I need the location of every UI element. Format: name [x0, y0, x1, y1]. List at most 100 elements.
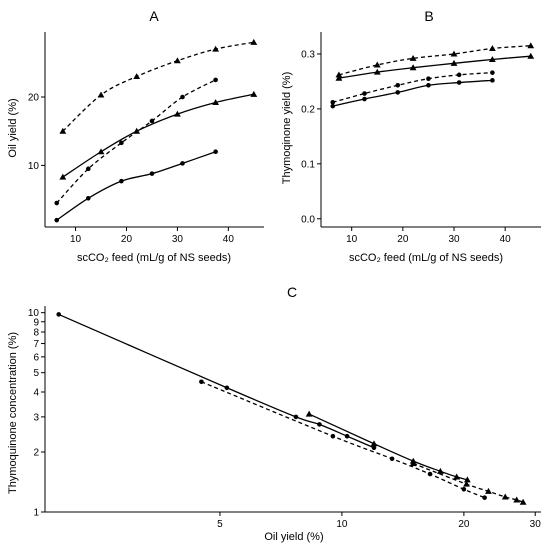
panel-c-title: C	[287, 284, 297, 300]
panel-c-series-2-triangle-point	[305, 410, 313, 417]
panel-a-series-4-circle-point	[180, 161, 185, 166]
panel-c-series-3-circle-point	[199, 379, 204, 385]
panel-c-series-1-circle-point	[344, 433, 350, 439]
panel-a-series-1-line	[62, 41, 254, 132]
panel-b-x-tick-label: 10	[346, 234, 358, 245]
panel-b-series-2-triangle-point	[409, 64, 417, 71]
panel-c-y-tick-label: 4	[33, 387, 39, 398]
panel-b-title: B	[424, 8, 433, 24]
panel-a-series-4-circle-point	[149, 171, 155, 176]
panel-b-y-axis-label: Thymoqinone yield (%)	[281, 72, 293, 185]
panel-a-series-4-line	[56, 151, 216, 221]
panel-a-series-2-circle-point	[180, 94, 185, 100]
panel-b-series-1-line	[338, 45, 531, 76]
panel-b-series-4-circle-point	[395, 90, 401, 95]
panel-b: B scCO₂ feed (mL/g of NS seeds) Thymoqin…	[281, 8, 541, 264]
panel-b-series-3-circle-point	[395, 82, 401, 88]
panel-c-y-tick-label: 5	[33, 368, 39, 379]
panel-a-series-2-circle-point	[54, 200, 60, 206]
panel-b-series-1-triangle-point	[527, 42, 535, 49]
panel-c-series-3-circle-point	[482, 495, 487, 500]
panel-c-x-tick-label: 5	[217, 519, 223, 530]
panel-c-series-2-line	[308, 413, 468, 481]
panel-a-series-2-circle-point	[149, 118, 155, 124]
panel-b-series-3-circle-point	[330, 100, 336, 105]
panel-b-x-tick-label: 20	[397, 234, 409, 245]
panel-a-series-3-triangle-point	[212, 99, 220, 106]
panel-a-x-tick-label: 40	[223, 234, 235, 245]
panel-c-series-4-triangle-point	[501, 493, 509, 500]
panel-b-series-1-triangle-point	[450, 50, 458, 57]
panel-c-series-2-triangle-point	[463, 476, 471, 483]
panel-b-series-2-triangle-point	[335, 74, 343, 81]
panel-b-series-3-circle-point	[362, 91, 367, 96]
panel-b-series-4-circle-point	[456, 80, 462, 85]
panel-b-y-tick-label: 0.2	[301, 104, 315, 115]
panel-c-series-3-circle-point	[427, 471, 433, 477]
panel-a-series-3-triangle-point	[97, 148, 105, 155]
panel-c-series-3-circle-point	[330, 433, 336, 439]
panel-b-series-4-circle-point	[362, 96, 367, 102]
panel-a-x-tick-label: 10	[70, 234, 82, 245]
panel-c-y-tick-label: 6	[33, 352, 39, 363]
panel-b-series-2-triangle-point	[373, 68, 381, 75]
panel-a-y-axis-label: Oil yield (%)	[7, 98, 19, 157]
panel-a-series-3-triangle-point	[133, 127, 141, 134]
panel-c-series-4-triangle-point	[485, 487, 492, 494]
panel-b-y-tick-label: 0.1	[301, 159, 315, 170]
panel-b-y-tick-label: 0.3	[301, 49, 315, 60]
panel-c-series-1-circle-point	[317, 422, 322, 427]
panel-a-series-4-circle-point	[119, 178, 124, 184]
panel-c-series-1-line	[58, 313, 375, 449]
panel-c-series-4-triangle-point	[463, 480, 470, 487]
panel-c-series-2-triangle-point	[370, 440, 378, 447]
panel-a-title: A	[149, 8, 159, 24]
panel-c-series-4-triangle-point	[519, 498, 527, 505]
panel-c-x-tick-label: 10	[336, 519, 348, 530]
panel-c-series-3-circle-point	[461, 486, 467, 492]
panel-a-series-3-triangle-point	[59, 173, 67, 180]
panel-b-series-3-circle-point	[426, 76, 431, 81]
panel-c-series-2-triangle-point	[453, 473, 461, 480]
panel-c-series-1-circle-point	[293, 414, 299, 420]
panel-b-series-2-triangle-point	[527, 52, 535, 59]
panel-b-series-2-triangle-point	[488, 56, 496, 63]
panel-c-y-tick-label: 10	[28, 308, 40, 319]
panel-c-series-1-circle-point	[371, 445, 377, 451]
panel-c-y-tick-label: 9	[33, 317, 39, 328]
panel-a-y-tick-label: 10	[28, 161, 40, 172]
panel-b-series-1-triangle-point	[488, 45, 496, 52]
panel-b-series-4-circle-point	[426, 82, 431, 88]
panel-c-series-3-circle-point	[389, 456, 395, 462]
panel-c-y-tick-label: 3	[33, 412, 39, 423]
panel-b-series-1-triangle-point	[373, 61, 381, 68]
panel-c-x-tick-label: 20	[458, 519, 470, 530]
panel-c-series-1-circle-point	[224, 385, 230, 391]
panel-b-series-4-line	[332, 79, 493, 107]
panel-a-x-tick-label: 20	[121, 234, 133, 245]
panel-c-x-axis-label: Oil yield (%)	[264, 531, 323, 543]
panel-a-series-4-circle-point	[85, 195, 91, 201]
panel-a-series-2-circle-point	[85, 166, 91, 172]
panel-b-series-3-circle-point	[456, 72, 462, 78]
panel-b-series-2-line	[338, 55, 531, 79]
panel-c-y-tick-label: 2	[33, 447, 39, 458]
panel-b-series-2-triangle-point	[450, 59, 458, 66]
panel-b-series-4-circle-point	[490, 78, 495, 83]
panel-c-x-tick-label: 30	[530, 519, 542, 530]
panel-c-series-4-triangle-point	[409, 460, 417, 467]
panel-b-x-tick-label: 30	[448, 234, 460, 245]
panel-c-series-4-triangle-point	[513, 496, 521, 503]
panel-b-series-1-triangle-point	[409, 54, 417, 61]
panel-a-series-3-triangle-point	[174, 110, 181, 117]
panel-a: A scCO₂ feed (mL/g of NS seeds) Oil yiel…	[7, 8, 264, 264]
panel-c-y-axis-label: Thymoquinone concentration (%)	[7, 332, 19, 494]
panel-a-series-4-circle-point	[54, 217, 60, 223]
panel-a-x-tick-label: 30	[172, 234, 184, 245]
panel-c-series-3-line	[201, 381, 485, 499]
panel-a-series-1-triangle-point	[212, 45, 220, 52]
panel-b-series-1-triangle-point	[335, 71, 343, 78]
panel-c: C Oil yield (%) Thymoquinone concentrati…	[7, 284, 541, 543]
